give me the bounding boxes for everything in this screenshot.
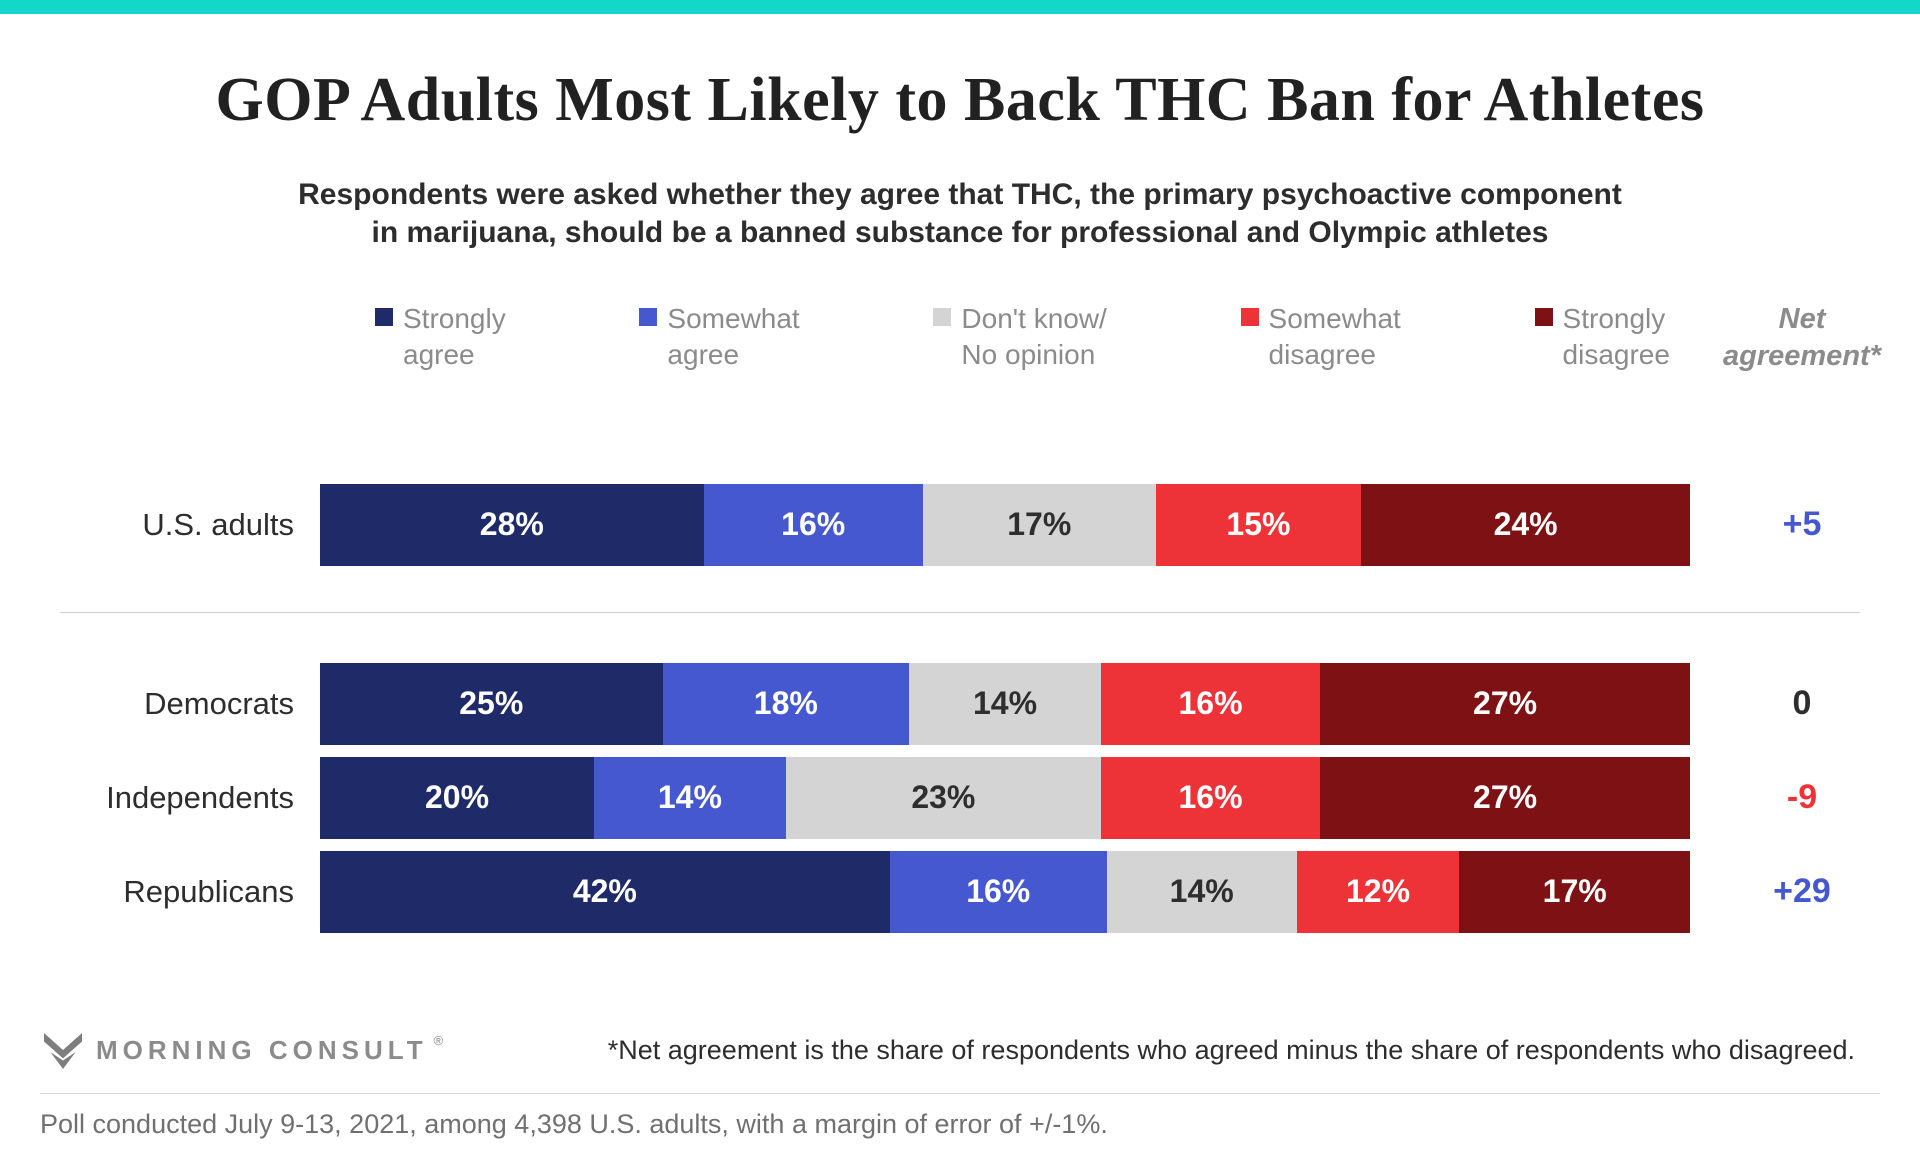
accent-bar — [0, 0, 1920, 14]
subtitle-line-2: in marijuana, should be a banned substan… — [371, 216, 1549, 250]
bar-segment-strongly-disagree: 24% — [1361, 483, 1690, 566]
bar-segment-strongly-disagree: 27% — [1320, 662, 1690, 745]
morning-consult-logo-icon — [44, 1032, 82, 1069]
row-label: U.S. adults — [142, 506, 294, 542]
net-agreement-value: 0 — [1792, 684, 1812, 723]
legend-item-somewhat-disagree: Somewhat disagree — [1240, 301, 1401, 376]
subtitle-line-1: Respondents were asked whether they agre… — [298, 177, 1622, 211]
chart-row-democrats: Democrats 25% 18% 14% 16% 27% 0 — [0, 662, 1920, 745]
legend-label: Strongly agree — [403, 302, 506, 370]
chart-row-republicans: Republicans 42% 16% 14% 12% 17% +29 — [0, 850, 1920, 933]
bar-segment-strongly-disagree: 27% — [1320, 756, 1690, 839]
bar-segment-strongly-agree: 20% — [320, 756, 594, 839]
poll-methodology-note: Poll conducted July 9-13, 2021, among 4,… — [40, 1108, 1108, 1139]
bar-segment-don-t-know-no-opinion: 23% — [785, 756, 1101, 839]
stacked-bar-chart: U.S. adults 28% 16% 17% 15% 24% +5 Democrats 25%… — [0, 483, 1920, 933]
bar-segment-don-t-know-no-opinion: 14% — [909, 662, 1101, 745]
legend-label: Somewhat agree — [667, 302, 800, 370]
bar-segment-somewhat-agree: 16% — [889, 850, 1107, 933]
bar-segment-don-t-know-no-opinion: 14% — [1106, 850, 1297, 933]
bottom-divider — [40, 1092, 1880, 1094]
footer: MORNING CONSULT ® *Net agreement is the … — [44, 1032, 1855, 1069]
stacked-bar: 42% 16% 14% 12% 17% — [320, 850, 1690, 933]
legend-item-dont-know: Don't know/No opinion — [933, 301, 1107, 376]
chart-row-independents: Independents 20% 14% 23% 16% 27% -9 — [0, 756, 1920, 839]
page-subtitle: Respondents were asked whether they agre… — [0, 176, 1920, 253]
row-label: Republicans — [123, 873, 294, 909]
legend-spacer — [0, 301, 320, 376]
strongly-agree-swatch-icon — [375, 307, 393, 326]
net-agreement-value: +5 — [1782, 505, 1822, 544]
somewhat-agree-swatch-icon — [639, 307, 658, 326]
bar-segment-somewhat-agree: 14% — [594, 756, 786, 839]
dont-know-swatch-icon — [933, 307, 952, 326]
bar-segment-somewhat-disagree: 16% — [1100, 756, 1321, 839]
chart-row-u-s-adults: U.S. adults 28% 16% 17% 15% 24% +5 — [0, 483, 1920, 566]
legend-label: Strongly disagree — [1562, 302, 1670, 370]
legend: Strongly agree Somewhat agree Don't know/N… — [0, 301, 1920, 376]
somewhat-disagree-swatch-icon — [1240, 307, 1259, 326]
net-agreement-footnote: *Net agreement is the share of responden… — [607, 1035, 1855, 1066]
legend-item-strongly-agree: Strongly agree — [375, 301, 506, 376]
legend-item-strongly-disagree: Strongly disagree — [1534, 301, 1670, 376]
page-title: GOP Adults Most Likely to Back THC Ban f… — [215, 66, 1705, 134]
bar-segment-strongly-agree: 28% — [320, 483, 704, 566]
row-label: Democrats — [144, 685, 294, 721]
registered-trademark-icon: ® — [433, 1033, 444, 1049]
bar-segment-strongly-agree: 25% — [320, 662, 663, 745]
net-agreement-header: Net agreement* — [1723, 302, 1881, 373]
legend-label: Somewhat disagree — [1268, 302, 1401, 370]
bar-segment-strongly-agree: 42% — [320, 850, 890, 933]
bar-segment-don-t-know-no-opinion: 17% — [922, 483, 1156, 566]
legend-label: Don't know/No opinion — [961, 302, 1107, 370]
stacked-bar: 25% 18% 14% 16% 27% — [320, 662, 1690, 745]
bar-segment-somewhat-agree: 16% — [703, 483, 923, 566]
net-agreement-value: +29 — [1773, 872, 1831, 911]
stacked-bar: 20% 14% 23% 16% 27% — [320, 756, 1690, 839]
row-label: Independents — [106, 779, 294, 815]
bar-segment-somewhat-agree: 18% — [662, 662, 910, 745]
brand-logo: MORNING CONSULT ® — [44, 1032, 451, 1069]
brand-name: MORNING CONSULT — [96, 1035, 428, 1066]
strongly-disagree-swatch-icon — [1534, 307, 1553, 326]
legend-item-somewhat-agree: Somewhat agree — [639, 301, 800, 376]
bar-segment-strongly-disagree: 17% — [1459, 850, 1690, 933]
bar-segment-somewhat-disagree: 15% — [1155, 483, 1362, 566]
section-divider — [60, 611, 1860, 613]
net-agreement-value: -9 — [1786, 778, 1818, 817]
legend-items: Strongly agree Somewhat agree Don't know/N… — [320, 301, 1690, 376]
stacked-bar: 28% 16% 17% 15% 24% — [320, 483, 1690, 566]
bar-segment-somewhat-disagree: 16% — [1100, 662, 1321, 745]
bar-segment-somewhat-disagree: 12% — [1296, 850, 1460, 933]
